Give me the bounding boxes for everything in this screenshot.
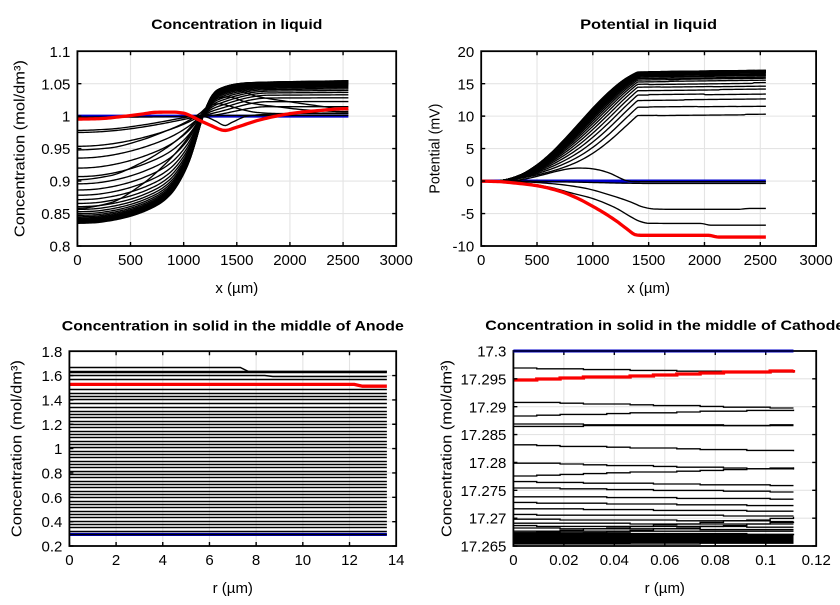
svg-text:Potential in liquid: Potential in liquid bbox=[580, 17, 717, 33]
svg-text:1500: 1500 bbox=[220, 252, 253, 269]
svg-text:2500: 2500 bbox=[744, 252, 777, 269]
svg-text:0.6: 0.6 bbox=[42, 490, 63, 507]
svg-text:17.27: 17.27 bbox=[469, 511, 507, 528]
svg-text:500: 500 bbox=[118, 252, 143, 269]
svg-text:10: 10 bbox=[294, 552, 311, 569]
svg-text:0: 0 bbox=[509, 552, 517, 569]
svg-text:6: 6 bbox=[205, 552, 213, 569]
svg-text:1.05: 1.05 bbox=[41, 76, 70, 93]
svg-text:1.4: 1.4 bbox=[42, 393, 63, 410]
svg-text:0.1: 0.1 bbox=[755, 552, 776, 569]
svg-text:0.02: 0.02 bbox=[549, 552, 578, 569]
svg-text:2: 2 bbox=[112, 552, 120, 569]
svg-text:Concentration in solid in the: Concentration in solid in the middle of … bbox=[485, 318, 840, 334]
svg-text:1: 1 bbox=[62, 109, 70, 126]
svg-text:0: 0 bbox=[65, 552, 73, 569]
svg-text:0.06: 0.06 bbox=[650, 552, 679, 569]
svg-text:r (µm): r (µm) bbox=[645, 580, 685, 597]
svg-text:2000: 2000 bbox=[273, 252, 306, 269]
svg-text:1.2: 1.2 bbox=[42, 417, 63, 434]
svg-text:-5: -5 bbox=[461, 206, 474, 223]
svg-text:0.2: 0.2 bbox=[42, 539, 63, 556]
svg-text:15: 15 bbox=[458, 76, 475, 93]
svg-text:Concentration (mol/dm³): Concentration (mol/dm³) bbox=[439, 360, 456, 537]
svg-text:17.3: 17.3 bbox=[477, 344, 506, 361]
svg-text:Concentration in solid in the: Concentration in solid in the middle of … bbox=[62, 318, 404, 334]
svg-text:1500: 1500 bbox=[632, 252, 665, 269]
svg-text:17.295: 17.295 bbox=[461, 372, 507, 389]
svg-text:3000: 3000 bbox=[799, 252, 832, 269]
svg-text:1000: 1000 bbox=[576, 252, 609, 269]
svg-text:1: 1 bbox=[54, 441, 62, 458]
svg-text:x (µm): x (µm) bbox=[215, 280, 258, 297]
svg-text:0.12: 0.12 bbox=[802, 552, 831, 569]
svg-text:17.265: 17.265 bbox=[461, 539, 507, 556]
svg-text:17.29: 17.29 bbox=[469, 399, 507, 416]
svg-text:20: 20 bbox=[458, 44, 475, 61]
svg-text:0.95: 0.95 bbox=[41, 141, 70, 158]
svg-text:12: 12 bbox=[341, 552, 358, 569]
svg-text:3000: 3000 bbox=[380, 252, 413, 269]
svg-text:Potential (mV): Potential (mV) bbox=[427, 104, 444, 194]
svg-text:17.275: 17.275 bbox=[461, 483, 507, 500]
svg-text:Concentration (mol/dm³): Concentration (mol/dm³) bbox=[9, 360, 26, 537]
svg-text:4: 4 bbox=[159, 552, 167, 569]
svg-text:Concentration (mol/dm³): Concentration (mol/dm³) bbox=[12, 60, 29, 237]
svg-text:5: 5 bbox=[466, 141, 474, 158]
svg-text:0: 0 bbox=[73, 252, 81, 269]
svg-text:2000: 2000 bbox=[688, 252, 721, 269]
svg-text:14: 14 bbox=[388, 552, 405, 569]
svg-text:0.85: 0.85 bbox=[41, 206, 70, 223]
svg-text:Concentration in liquid: Concentration in liquid bbox=[151, 17, 322, 33]
svg-text:0: 0 bbox=[477, 252, 485, 269]
svg-text:0.08: 0.08 bbox=[701, 552, 730, 569]
svg-text:0.8: 0.8 bbox=[50, 239, 71, 256]
svg-text:0.9: 0.9 bbox=[50, 174, 71, 191]
svg-text:2500: 2500 bbox=[326, 252, 359, 269]
svg-text:17.28: 17.28 bbox=[469, 455, 507, 472]
svg-text:-10: -10 bbox=[453, 239, 475, 256]
svg-text:1.6: 1.6 bbox=[42, 368, 63, 385]
svg-text:0: 0 bbox=[466, 174, 474, 191]
svg-text:500: 500 bbox=[524, 252, 549, 269]
svg-text:0.04: 0.04 bbox=[600, 552, 629, 569]
svg-text:1000: 1000 bbox=[167, 252, 200, 269]
svg-text:10: 10 bbox=[458, 109, 475, 126]
svg-text:8: 8 bbox=[252, 552, 260, 569]
svg-text:1.1: 1.1 bbox=[50, 44, 71, 61]
svg-text:17.285: 17.285 bbox=[461, 427, 507, 444]
svg-text:1.8: 1.8 bbox=[42, 344, 63, 361]
svg-text:0.4: 0.4 bbox=[42, 514, 63, 531]
svg-text:r (µm): r (µm) bbox=[213, 580, 253, 597]
svg-text:0.8: 0.8 bbox=[42, 466, 63, 483]
svg-text:x (µm): x (µm) bbox=[627, 280, 670, 297]
